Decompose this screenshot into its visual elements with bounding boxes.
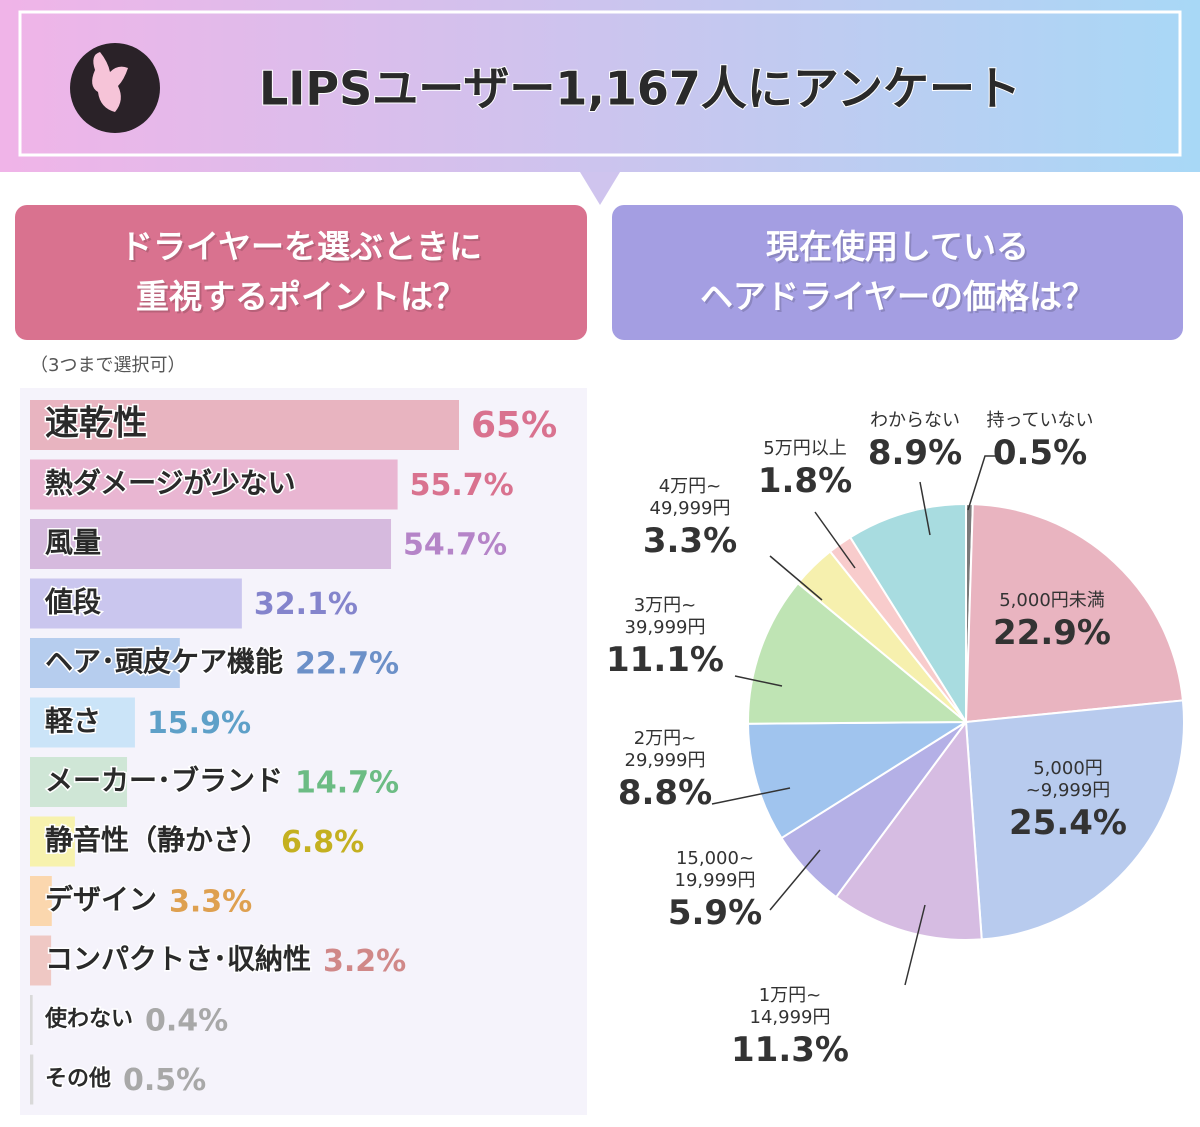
pie-slice <box>746 720 970 840</box>
panel-header <box>612 205 1183 340</box>
bar-label: 風量 <box>45 526 101 559</box>
leader-line <box>734 675 783 687</box>
bar-label: 静音性（静かさ） <box>45 824 269 857</box>
slice-value: 25.4% <box>1009 803 1127 843</box>
slice-name: 5,000円~9,999円 <box>1025 758 1111 801</box>
pie-slice <box>964 503 1185 724</box>
slice-name: 2万円~ 29,999円 <box>624 728 706 771</box>
leader-line <box>711 787 791 805</box>
pie-slice <box>964 699 1185 941</box>
slice-label: 1万円~ 14,999円 11.3% <box>731 985 849 1071</box>
bar-label: メーカー･ブランド <box>45 764 283 797</box>
slice-name: 4万円~ 49,999円 <box>649 476 731 519</box>
slice-label: 持っていない 0.5% <box>986 410 1093 474</box>
slice-name: 3万円~ 39,999円 <box>624 595 706 638</box>
bar <box>30 519 392 569</box>
value-label: 0.4% <box>145 1004 228 1039</box>
value-label: 6.8% <box>281 825 364 860</box>
bar-label: 速乾性 <box>45 404 147 444</box>
bar-label: ヘア･頭皮ケア機能 <box>45 645 283 678</box>
slice-value: 22.9% <box>993 613 1111 653</box>
bar <box>30 876 52 926</box>
value-label: 0.5% <box>123 1063 206 1098</box>
slice-name: 1万円~ 14,999円 <box>749 985 831 1028</box>
value-label: 54.7% <box>403 528 507 563</box>
slice-value: 3.3% <box>642 521 738 561</box>
bar-label: 値段 <box>44 586 101 619</box>
slice-name: わからない <box>869 410 960 431</box>
bar-label: コンパクトさ･収納性 <box>45 943 311 976</box>
leader-line <box>814 511 856 569</box>
bar <box>30 459 398 510</box>
leader-line <box>967 455 998 511</box>
bar-label: その他 <box>45 1067 111 1092</box>
chart-title: 現在使用している ヘアドライヤーの価格は？ <box>699 227 1095 316</box>
slice-value: 5.9% <box>667 893 763 933</box>
pie-slice <box>834 719 983 941</box>
bar <box>30 638 180 688</box>
slice-value: 8.8% <box>617 773 713 813</box>
slice-label: 5,000円~9,999円 25.4% <box>1002 758 1134 844</box>
slice-value: 11.1% <box>606 640 724 680</box>
slice-value: 1.8% <box>757 461 853 501</box>
slice-name: 5万円以上 <box>763 438 847 459</box>
slice-name: 5,000円未満 <box>999 590 1105 611</box>
slice-value: 8.9% <box>867 433 963 473</box>
slice-label: 3万円~ 39,999円 11.1% <box>606 595 724 681</box>
bar-label: デザイン <box>45 883 157 916</box>
header-frame <box>18 10 1182 157</box>
slice-label: わからない 8.9% <box>868 410 962 474</box>
bar <box>30 578 242 629</box>
slice-label: 15,000~ 19,999円 5.9% <box>668 848 762 934</box>
value-label: 3.3% <box>169 885 252 920</box>
header-pointer <box>580 172 620 205</box>
value-label: 15.9% <box>147 706 251 741</box>
slice-value: 11.3% <box>731 1030 849 1070</box>
bar <box>30 400 459 450</box>
panel-header <box>15 205 587 340</box>
slice-value: 0.5% <box>992 433 1088 473</box>
bar <box>30 697 135 748</box>
bar-label: 軽さ <box>45 705 101 738</box>
header-bg <box>0 0 1200 172</box>
bar <box>30 1054 34 1105</box>
chart-subtitle: （3つまで選択可） <box>30 355 185 376</box>
header-title: LIPSユーザー1,167人にアンケート <box>259 62 1021 116</box>
slice-name: 持っていない <box>986 410 1094 431</box>
value-label: 14.7% <box>295 766 399 801</box>
value-label: 32.1% <box>254 587 358 622</box>
slice-name: 15,000~ 19,999円 <box>674 848 756 891</box>
value-label: 22.7% <box>295 647 399 682</box>
bar <box>30 935 52 986</box>
slice-label: 5,000円未満 22.9% <box>993 590 1111 654</box>
slice-label: 4万円~ 49,999円 3.3% <box>643 476 737 562</box>
leader-line <box>769 555 823 601</box>
leader-line <box>919 481 931 536</box>
chart-title: ドライヤーを選ぶときに 重視するポイントは？ <box>119 227 482 316</box>
bar <box>30 816 75 867</box>
value-label: 65% <box>471 405 557 446</box>
bar-label: 使わない <box>44 1007 133 1032</box>
pie-slice <box>848 502 967 726</box>
value-label: 55.7% <box>410 468 514 503</box>
bar <box>30 757 128 807</box>
leader-line <box>904 904 926 986</box>
slice-label: 5万円以上 1.8% <box>758 438 852 502</box>
bar <box>30 995 33 1045</box>
bar-label: 熱ダメージが少ない <box>45 467 296 500</box>
logo-mark <box>92 52 128 112</box>
value-label: 3.2% <box>323 944 406 979</box>
slice-label: 2万円~ 29,999円 8.8% <box>618 728 712 814</box>
leader-line <box>769 849 821 911</box>
pie-slice <box>747 581 969 725</box>
